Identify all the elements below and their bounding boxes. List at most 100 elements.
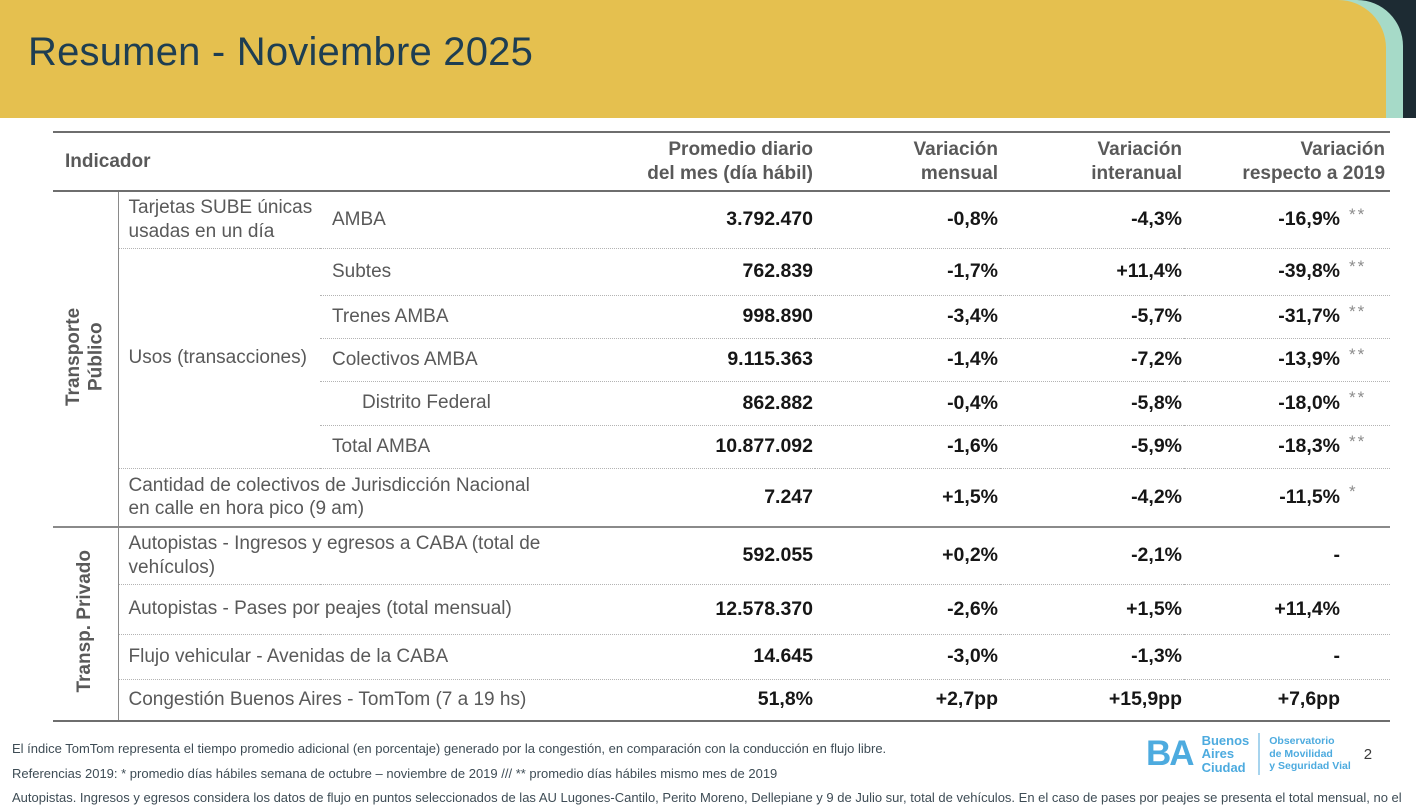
table-row: Transporte Público Tarjetas SUBE únicas …: [53, 191, 1390, 527]
var-2019-cell: -: [1184, 633, 1391, 679]
table-header-row: Indicador Promedio diario del mes (día h…: [53, 132, 1391, 192]
row-label: Cantidad de colectivos de Jurisdicción N…: [118, 467, 561, 527]
row-subcategory: Subtes: [320, 247, 561, 295]
page-title: Resumen - Noviembre 2025: [28, 30, 534, 74]
avg-value: 7.247: [560, 467, 816, 527]
table-row: Flujo vehicular - Avenidas de la CABA 14…: [53, 633, 1391, 679]
footnote-marker: **: [1349, 256, 1367, 276]
column-header-var-2019: Variación respecto a 2019: [1184, 132, 1391, 192]
row-category: Tarjetas SUBE únicas usadas en un día: [128, 197, 313, 242]
row-subcategory: AMBA: [332, 208, 386, 230]
var-monthly-value: -3,0%: [815, 633, 1001, 679]
var-monthly-value: -2,6%: [815, 583, 1001, 634]
avg-value: 9.115.363: [560, 337, 816, 381]
footnotes: El índice TomTom representa el tiempo pr…: [12, 737, 1410, 806]
var-2019-value: -31,7%: [1278, 305, 1341, 327]
var-2019-cell: -11,5% *: [1184, 467, 1391, 527]
var-monthly-value: +0,2%: [815, 526, 1001, 584]
row-label: Congestión Buenos Aires - TomTom (7 a 19…: [118, 678, 561, 721]
var-2019-value: +7,6pp: [1277, 688, 1341, 711]
var-yoy-value: -4,2%: [1000, 467, 1185, 527]
table-row: Trenes AMBA 998.890 -3,4% -5,7% -31,7% **: [53, 294, 1391, 338]
var-2019-cell: -18,0% **: [1184, 380, 1391, 425]
var-monthly-value: +1,5%: [815, 467, 1001, 527]
var-yoy-value: +1,5%: [1000, 583, 1185, 634]
var-yoy-value: +15,9pp: [1000, 678, 1185, 721]
footnote-line: Referencias 2019: * promedio días hábile…: [12, 765, 778, 781]
avg-value: 862.882: [560, 380, 816, 425]
var-2019-cell: -18,3% **: [1184, 424, 1391, 468]
var-monthly-value: -1,6%: [815, 424, 1001, 468]
table-row: Transp. Privado Autopistas - Ingresos y …: [53, 526, 1391, 721]
var-yoy-value: -4,3%: [1131, 208, 1183, 231]
ba-logo-icon: BA: [1146, 734, 1195, 773]
footnote-marker: **: [1349, 204, 1367, 224]
row-category: Usos (transacciones): [118, 247, 320, 468]
table-row: Distrito Federal 862.882 -0,4% -5,8% -18…: [53, 380, 1391, 425]
var-yoy-value: +11,4%: [1000, 247, 1185, 295]
buenos-aires-ciudad-logo: BA Buenos Aires Ciudad Observatorio de M…: [1146, 731, 1372, 777]
row-subcategory: Distrito Federal: [320, 380, 561, 425]
avg-value: 998.890: [560, 294, 816, 338]
table-row: Usos (transacciones) Subtes 762.839 -1,7…: [53, 247, 1391, 468]
footnote-marker: **: [1349, 431, 1367, 451]
avg-value: 12.578.370: [560, 583, 816, 634]
row-label: Autopistas - Ingresos y egresos a CABA (…: [118, 526, 561, 584]
var-2019-cell: -16,9% **: [1184, 191, 1390, 248]
column-header-var-yoy: Variación interanual: [1000, 132, 1185, 192]
var-2019-value: -16,9%: [1278, 208, 1341, 231]
footnote-marker: **: [1349, 301, 1367, 321]
var-monthly-value: -1,4%: [815, 337, 1001, 381]
table-row: Cantidad de colectivos de Jurisdicción N…: [53, 467, 1391, 527]
column-header-indicator: Indicador: [53, 132, 561, 192]
table-row: Total AMBA 10.877.092 -1,6% -5,9% -18,3%…: [53, 424, 1391, 468]
var-2019-value: -39,8%: [1278, 260, 1341, 282]
logo-divider: [1258, 733, 1261, 775]
var-monthly-value: -1,7%: [815, 247, 1001, 295]
var-2019-value: -18,3%: [1278, 435, 1341, 457]
var-monthly-value: -0,4%: [815, 380, 1001, 425]
table-row: Congestión Buenos Aires - TomTom (7 a 19…: [53, 678, 1391, 721]
row-subcategory: Total AMBA: [320, 424, 561, 468]
group-label-transporte-privado: Transp. Privado: [53, 526, 119, 721]
row-label: Autopistas - Pases por peajes (total men…: [118, 583, 561, 634]
row-subcategory: Trenes AMBA: [320, 294, 561, 338]
var-2019-value: -: [1333, 544, 1341, 567]
var-2019-cell: -31,7% **: [1184, 294, 1391, 338]
footnote-marker: **: [1349, 388, 1367, 407]
var-2019-cell: +7,6pp: [1184, 678, 1391, 721]
row-subcategory: Colectivos AMBA: [320, 337, 561, 381]
avg-value: 3.792.470: [726, 208, 814, 231]
footnote-marker: *: [1349, 482, 1358, 502]
table-row: Autopistas - Pases por peajes (total men…: [53, 583, 1391, 634]
title-band: [0, 0, 1386, 118]
var-yoy-value: -5,7%: [1000, 294, 1185, 338]
var-2019-value: -11,5%: [1279, 485, 1341, 508]
footnote-marker: **: [1349, 344, 1367, 364]
var-2019-cell: -13,9% **: [1184, 337, 1391, 381]
var-yoy-value: -1,3%: [1000, 633, 1185, 679]
table-row: Colectivos AMBA 9.115.363 -1,4% -7,2% -1…: [53, 337, 1391, 381]
var-yoy-value: -2,1%: [1000, 526, 1185, 584]
var-2019-cell: -: [1184, 526, 1391, 584]
var-2019-cell: +11,4%: [1184, 583, 1391, 634]
avg-value: 14.645: [560, 633, 816, 679]
avg-value: 592.055: [560, 526, 816, 584]
avg-value: 51,8%: [560, 678, 816, 721]
column-header-var-monthly: Variación mensual: [815, 132, 1001, 192]
var-yoy-value: -5,9%: [1000, 424, 1185, 468]
var-2019-value: -18,0%: [1278, 391, 1341, 414]
summary-table: Indicador Promedio diario del mes (día h…: [53, 131, 1391, 722]
var-2019-cell: -39,8% **: [1184, 247, 1391, 295]
footnote-line: Autopistas. Ingresos y egresos considera…: [12, 790, 1402, 805]
var-2019-value: +11,4%: [1274, 597, 1341, 620]
footnote-line: El índice TomTom representa el tiempo pr…: [12, 741, 887, 756]
avg-value: 10.877.092: [560, 424, 816, 468]
logo-org-text: Observatorio de Movilidad y Seguridad Vi…: [1269, 735, 1351, 773]
var-2019-value: -13,9%: [1278, 348, 1341, 370]
var-monthly-value: -3,4%: [815, 294, 1001, 338]
avg-value: 762.839: [560, 247, 816, 295]
var-monthly-value: +2,7pp: [815, 678, 1001, 721]
var-yoy-value: -7,2%: [1000, 337, 1185, 381]
